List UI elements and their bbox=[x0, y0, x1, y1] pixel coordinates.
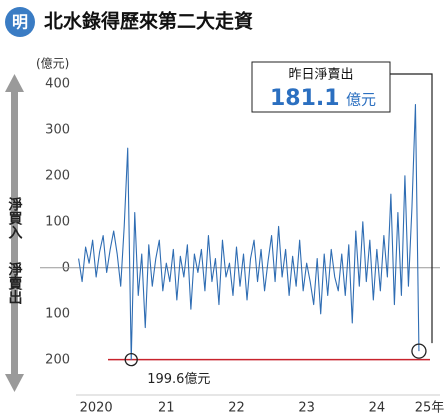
direction-arrow bbox=[5, 74, 24, 392]
reference-label: 199.6億元 bbox=[147, 371, 210, 387]
callout-marker bbox=[411, 343, 427, 359]
y-tick-label: 400 bbox=[45, 76, 70, 91]
series-line bbox=[78, 103, 420, 361]
callout-box bbox=[251, 61, 391, 113]
y-up-label: 淨買入 bbox=[7, 196, 23, 239]
callout-leader bbox=[390, 73, 433, 344]
x-tick-label: 24 bbox=[369, 401, 386, 416]
x-tick-label: 23 bbox=[298, 401, 315, 416]
logo-text: 明 bbox=[12, 13, 28, 32]
reference-marker bbox=[124, 352, 138, 367]
callout-title: 昨日淨賣出 bbox=[288, 68, 353, 83]
y-tick-label: 200 bbox=[45, 168, 70, 183]
y-down-label: 淨賣出 bbox=[7, 261, 24, 305]
logo-badge bbox=[5, 7, 35, 37]
callout-unit: 億元 bbox=[346, 91, 376, 109]
chart-title: 北水錄得歷來第二大走資 bbox=[44, 10, 253, 33]
x-tick-label: 2020 bbox=[80, 401, 113, 416]
y-tick-label: 300 bbox=[45, 122, 70, 137]
y-tick-label: 100 bbox=[45, 214, 70, 229]
y-tick-label: 200 bbox=[45, 352, 70, 367]
x-tick-label: 25年 bbox=[415, 401, 445, 416]
y-tick-label: 100 bbox=[45, 306, 70, 321]
callout-value: 181.1 bbox=[270, 86, 340, 111]
y-unit: (億元) bbox=[36, 57, 69, 71]
x-tick-label: 22 bbox=[228, 401, 245, 416]
x-tick-label: 21 bbox=[158, 401, 175, 416]
